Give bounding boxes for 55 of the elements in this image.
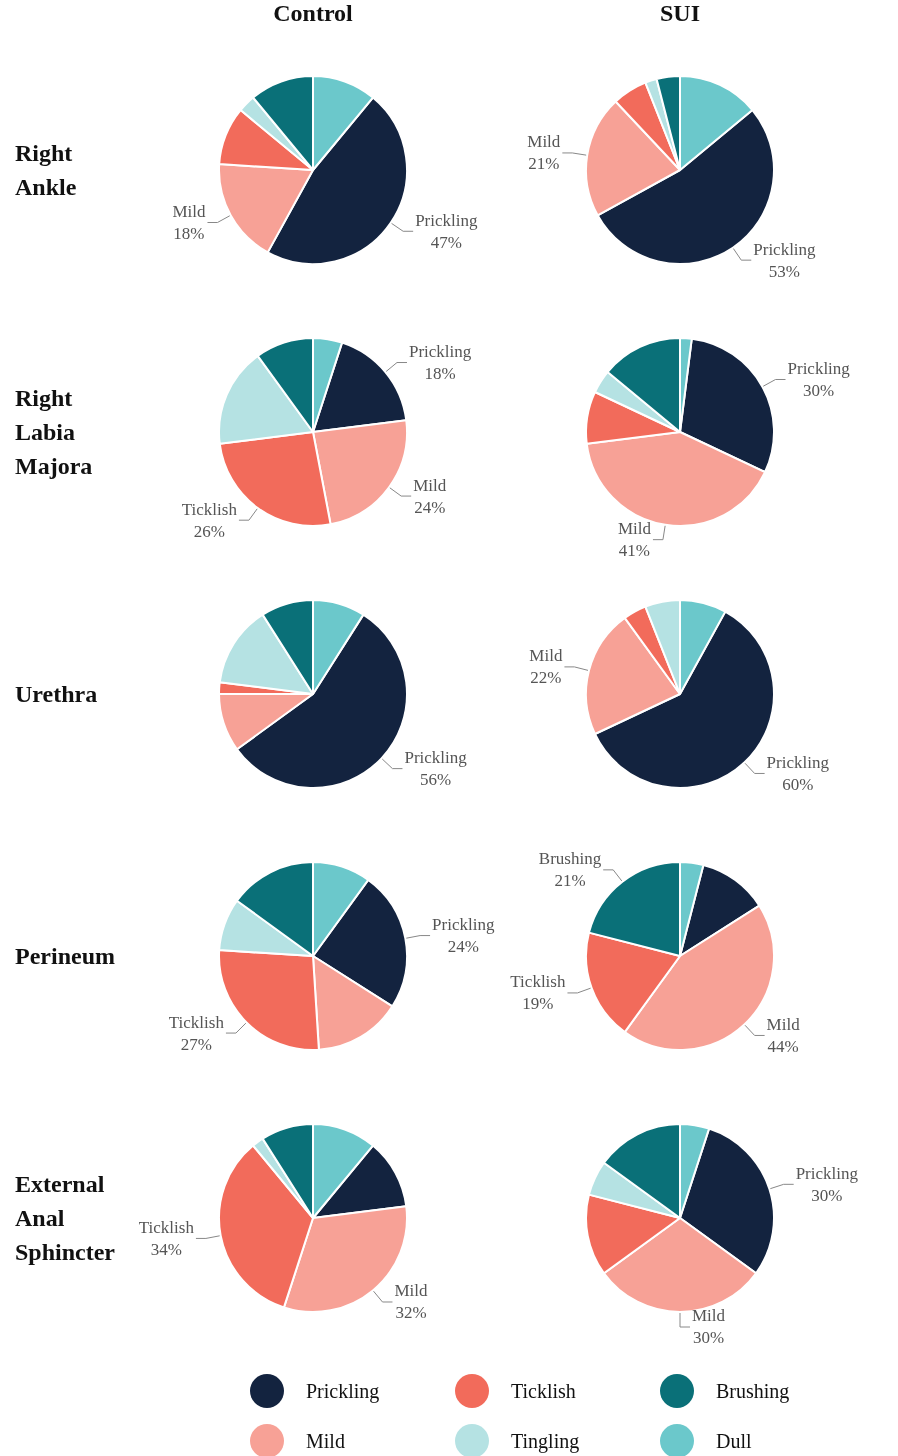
data-label: 30% [692, 1328, 725, 1348]
legend-label: Mild [306, 1429, 345, 1453]
data-label: 19% [522, 994, 554, 1014]
data-label: 21% [554, 871, 586, 891]
slice-label: Prickling [415, 210, 478, 230]
slice-label: Mild [413, 475, 447, 495]
text: External Anal Sphincter [15, 1170, 116, 1267]
slice-label: Ticklish [510, 972, 566, 992]
legend-label: Tingling [511, 1429, 580, 1453]
slice-label: Prickling [766, 752, 830, 772]
slice-label: Ticklish [168, 1012, 225, 1032]
data-label: 47% [430, 232, 462, 252]
data-label: 60% [782, 774, 814, 794]
slice-label: Ticklish [181, 499, 238, 519]
slice-label: Ticklish [138, 1217, 195, 1237]
chart-title: Control [272, 0, 354, 27]
slice-label: Prickling [795, 1163, 859, 1183]
legend-label: Prickling [306, 1379, 380, 1403]
data-label: 44% [767, 1036, 799, 1056]
slice-label: Prickling [408, 341, 472, 361]
slice-label: Mild [529, 646, 563, 666]
legend-label: Dull [716, 1429, 752, 1453]
slice-label: Mild [617, 519, 652, 539]
slice-label: Mild [527, 132, 561, 152]
slice-label: Prickling [404, 748, 468, 768]
data-label: 18% [424, 363, 456, 383]
text: Right Ankle [15, 139, 78, 202]
slice-label: Brushing [538, 849, 602, 869]
slice-label: Mild [692, 1306, 726, 1326]
chart-title: SUI [659, 0, 701, 27]
slice-label: Prickling [753, 239, 817, 259]
legend-label: Ticklish [511, 1379, 576, 1403]
data-label: 18% [173, 223, 205, 243]
text: Urethra [15, 680, 99, 709]
data-label: 22% [530, 668, 562, 688]
data-label: 30% [803, 380, 835, 400]
data-label: 53% [768, 261, 801, 281]
data-label: 24% [447, 937, 479, 957]
slice-label: Prickling [787, 358, 851, 378]
text: Perineum [15, 942, 115, 971]
slice-label: Prickling [432, 915, 495, 935]
data-label: 21% [528, 154, 560, 174]
data-label: 41% [618, 541, 650, 561]
slice-label: Mild [394, 1281, 429, 1301]
data-label: 24% [414, 497, 446, 517]
legend-label: Brushing [716, 1379, 790, 1403]
slice-label: Mild [766, 1014, 801, 1034]
data-label: 34% [150, 1239, 182, 1259]
text: Right Labia Majora [15, 384, 94, 481]
data-label: 32% [395, 1303, 427, 1323]
data-label: 56% [420, 770, 452, 790]
slice-label: Mild [172, 201, 206, 221]
data-label: 30% [811, 1185, 843, 1205]
data-label: 27% [180, 1034, 212, 1054]
data-label: 26% [193, 521, 225, 541]
